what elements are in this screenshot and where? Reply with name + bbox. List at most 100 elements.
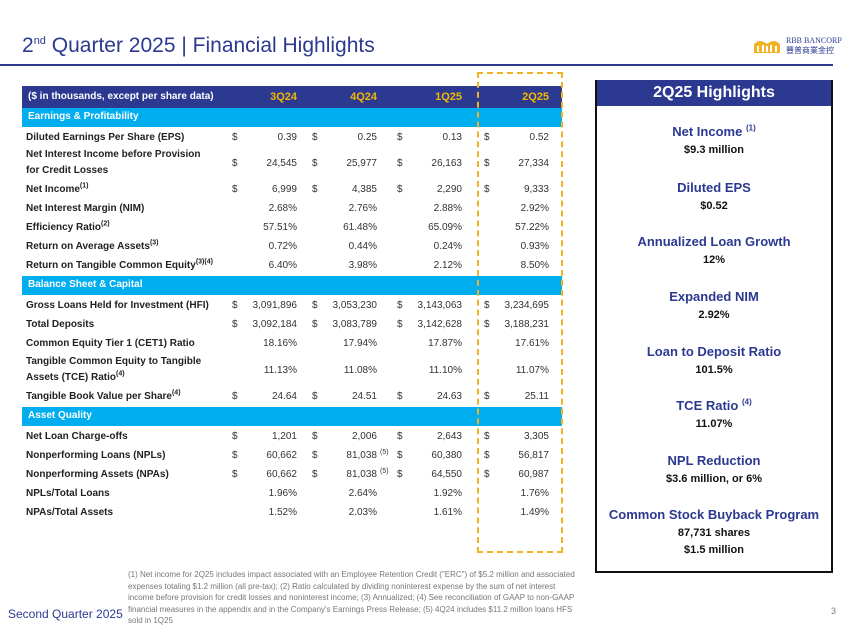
cell-value: 3,083,789 [332, 319, 378, 330]
cell-value: 0.24% [433, 241, 462, 252]
row-label-text: Tangible Common Equity to Tangible [26, 356, 202, 367]
cell-value: 60,662 [266, 469, 297, 480]
dollar-sign: $ [232, 184, 238, 195]
title-text-rest: Quarter 2025 | Financial Highlights [45, 34, 375, 57]
row-label-text: Diluted Earnings Per Share (EPS) [26, 132, 185, 143]
dollar-sign: $ [312, 158, 318, 169]
table-row: Net Loan Charge-offs $1,201 $2,006 $2,643 $3… [22, 428, 562, 445]
cell-value: 11.13% [263, 365, 297, 376]
row-label: Tangible Common Equity to Tangible Assets… [26, 354, 201, 386]
cell-value: 60,987 [518, 469, 549, 480]
highlight-label-text: Loan to Deposit Ratio [646, 344, 782, 359]
cell-value: 2.12% [433, 260, 462, 271]
highlight-label: Annualized Loan Growth [597, 234, 831, 250]
dollar-sign: $ [484, 469, 490, 480]
row-label-text: Nonperforming Assets (NPAs) [26, 469, 169, 480]
table-row: Nonperforming Loans (NPLs) $60,662 $81,038… [22, 447, 562, 464]
cell-value: 3,143,063 [417, 300, 463, 311]
logo: RBB BANCORP 豐普商業金控 [752, 36, 842, 56]
section-band: Asset Quality [22, 407, 562, 426]
footnote-ref: (3)(4) [195, 258, 213, 266]
dollar-sign: $ [397, 319, 403, 330]
cell-value: 1.61% [433, 507, 462, 518]
footnote-ref: (4) [116, 370, 125, 378]
row-label-text: Net Interest Margin (NIM) [26, 203, 145, 214]
dollar-sign: $ [397, 450, 403, 461]
row-label-text: NPAs/Total Assets [26, 507, 114, 518]
dollar-sign: $ [484, 431, 490, 442]
dollar-sign: $ [312, 431, 318, 442]
title-text: 2 [22, 34, 34, 57]
dollar-sign: $ [232, 469, 238, 480]
cell-value: 3,234,695 [504, 300, 550, 311]
footnote-ref: (1) [79, 182, 89, 190]
cell-value: 6,999 [271, 184, 297, 195]
column-header: 2Q25 [522, 91, 549, 103]
row-label-text: Net Loan Charge-offs [26, 431, 128, 442]
crown-icon [754, 41, 780, 53]
dollar-sign: $ [484, 132, 490, 143]
highlight-value: $0.52 [700, 200, 728, 212]
cell-value: 2.92% [520, 203, 549, 214]
highlight-item: TCE Ratio (4) 11.07% [597, 398, 831, 431]
highlight-label-text: NPL Reduction [667, 453, 761, 468]
dollar-sign: $ [484, 450, 490, 461]
cell-value: 2.03% [348, 507, 377, 518]
row-label: Return on Average Assets(3) [26, 238, 159, 255]
row-label-text-2: Assets (TCE) Ratio [26, 372, 117, 383]
highlight-label: TCE Ratio (4) [597, 398, 831, 414]
highlight-value: 12% [702, 254, 726, 266]
row-label-text: Tangible Book Value per Share [26, 391, 172, 402]
table-row: NPAs/Total Assets 1.52% 2.03% 1.61% 1.49% [22, 504, 562, 521]
cell-value: 2,290 [436, 184, 462, 195]
table-row: Gross Loans Held for Investment (HFI) $3,… [22, 297, 562, 314]
table-header-label: ($ in thousands, except per share data) [28, 91, 214, 102]
row-label: Nonperforming Loans (NPLs) [26, 447, 165, 464]
row-label-text: Return on Tangible Common Equity [26, 260, 196, 271]
footer-label: Second Quarter 2025 [8, 607, 123, 621]
cell-value: 56,817 [518, 450, 549, 461]
cell-value: 2.68% [268, 203, 297, 214]
highlight-value: 2.92% [698, 309, 730, 321]
highlight-value: 87,731 shares [677, 527, 751, 539]
cell-value: 2.88% [433, 203, 462, 214]
cell-value: 3,142,628 [417, 319, 463, 330]
cell-value: 2,643 [436, 431, 462, 442]
cell-value: 1.96% [268, 488, 297, 499]
dollar-sign: $ [312, 319, 318, 330]
footnote-ref: (2) [101, 220, 110, 228]
table-header: ($ in thousands, except per share data) … [22, 86, 562, 108]
cell-value: 1.49% [520, 507, 549, 518]
cell-value: 3.98% [348, 260, 377, 271]
footnote-ref: (4) [171, 389, 181, 397]
cell-value: 17.94% [343, 338, 377, 349]
cell-value: 1,201 [271, 431, 297, 442]
dollar-sign: $ [232, 450, 238, 461]
dollar-sign: $ [232, 132, 238, 143]
row-label: Return on Tangible Common Equity(3)(4) [26, 257, 213, 274]
cell-value: 1.76% [520, 488, 549, 499]
dollar-sign: $ [397, 158, 403, 169]
footnotes: (1) Net income for 2Q25 includes impact … [128, 570, 575, 625]
title-sup: nd [33, 35, 46, 47]
logo-chinese: 豐普商業金控 [786, 46, 834, 55]
cell-value: 0.52 [529, 132, 549, 143]
dollar-sign: $ [484, 319, 490, 330]
cell-value: 60,380 [431, 450, 462, 461]
highlight-label-text: Common Stock Buyback Program [608, 507, 820, 522]
cell-value: 25.11 [524, 391, 549, 402]
cell-value: 2.64% [348, 488, 377, 499]
cell-value: 17.87% [428, 338, 462, 349]
row-label: Nonperforming Assets (NPAs) [26, 466, 169, 483]
footnote-ref: (4) [741, 397, 752, 407]
cell-value: 25,977 [346, 158, 377, 169]
row-label: Common Equity Tier 1 (CET1) Ratio [26, 335, 195, 352]
highlight-item: NPL Reduction $3.6 million, or 6% [597, 453, 831, 486]
table-row: Tangible Book Value per Share(4) $24.64 $2… [22, 388, 562, 405]
dollar-sign: $ [397, 469, 403, 480]
row-label: Tangible Book Value per Share(4) [26, 388, 181, 405]
row-label: Diluted Earnings Per Share (EPS) [26, 129, 184, 146]
highlight-label: Loan to Deposit Ratio [597, 344, 831, 360]
cell-value: 2,006 [351, 431, 377, 442]
cell-value: 81,038 [346, 469, 377, 480]
